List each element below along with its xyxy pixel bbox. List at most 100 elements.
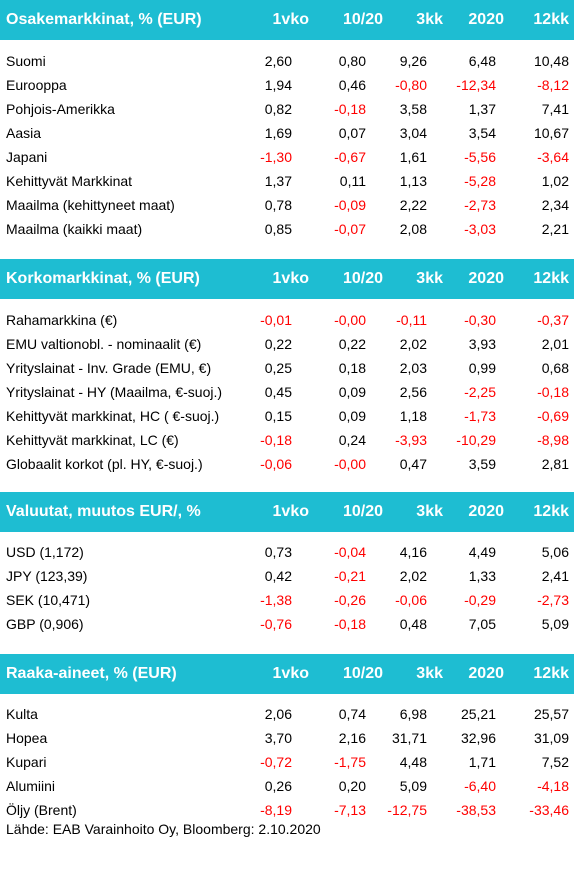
- value-cell: -0,04: [334, 544, 366, 560]
- table-row: Alumiini 0,26 0,20 5,09 -6,40 -4,18: [0, 774, 574, 798]
- value-cell: 4,16: [399, 544, 427, 560]
- value-cell: -1,30: [260, 149, 292, 165]
- value-cell: -38,53: [456, 802, 496, 818]
- value-cell: 4,48: [399, 754, 427, 770]
- value-cell: 0,99: [468, 360, 496, 376]
- value-cell: 2,21: [541, 221, 569, 237]
- value-cell: -12,75: [387, 802, 427, 818]
- col-header-1vko: 1vko: [272, 11, 309, 28]
- table-row: SEK (10,471) -1,38 -0,26 -0,06 -0,29 -2,73: [0, 588, 574, 612]
- col-header-1vko: 1vko: [272, 503, 309, 520]
- value-cell: 1,33: [468, 568, 496, 584]
- row-label: Suomi: [6, 53, 46, 69]
- value-cell: 7,52: [541, 754, 569, 770]
- table-row: GBP (0,906) -0,76 -0,18 0,48 7,05 5,09: [0, 612, 574, 636]
- value-cell: 2,60: [264, 53, 292, 69]
- value-cell: -0,06: [395, 592, 427, 608]
- value-cell: -0,72: [260, 754, 292, 770]
- value-cell: -0,80: [395, 77, 427, 93]
- table-row: EMU valtionobl. - nominaalit (€) 0,22 0,22…: [0, 332, 574, 356]
- value-cell: 2,16: [338, 730, 366, 746]
- value-cell: 0,09: [338, 384, 366, 400]
- row-label: Kehittyvät markkinat, LC (€): [6, 432, 179, 448]
- value-cell: -5,28: [464, 173, 496, 189]
- row-label: Öljy (Brent): [6, 802, 77, 818]
- row-label: Japani: [6, 149, 48, 165]
- col-header-10-20: 10/20: [342, 11, 383, 28]
- value-cell: 2,03: [399, 360, 427, 376]
- value-cell: -33,46: [529, 802, 569, 818]
- value-cell: 0,15: [264, 408, 292, 424]
- value-cell: 1,37: [264, 173, 292, 189]
- value-cell: -2,73: [537, 592, 569, 608]
- value-cell: 0,74: [338, 706, 366, 722]
- value-cell: 25,21: [460, 706, 496, 722]
- value-cell: 1,71: [468, 754, 496, 770]
- value-cell: -8,19: [260, 802, 292, 818]
- row-label: Eurooppa: [6, 77, 67, 93]
- value-cell: -2,25: [464, 384, 496, 400]
- row-label: Kupari: [6, 754, 47, 770]
- table-row: Yrityslainat - HY (Maailma, €-suoj.) 0,45…: [0, 380, 574, 404]
- value-cell: -3,03: [464, 221, 496, 237]
- row-label: Hopea: [6, 730, 48, 746]
- value-cell: 0,22: [264, 336, 292, 352]
- section-title: Raaka-aineet, % (EUR): [6, 665, 177, 682]
- value-cell: -0,18: [537, 384, 569, 400]
- value-cell: -0,07: [334, 221, 366, 237]
- row-label: GBP (0,906): [6, 616, 84, 632]
- value-cell: -8,98: [537, 432, 569, 448]
- row-label: SEK (10,471): [6, 592, 91, 608]
- row-label: USD (1,172): [6, 544, 84, 560]
- value-cell: 3,04: [399, 125, 427, 141]
- value-cell: 0,18: [338, 360, 366, 376]
- value-cell: 6,98: [399, 706, 427, 722]
- value-cell: 10,48: [533, 53, 569, 69]
- col-header-1vko: 1vko: [272, 665, 309, 682]
- value-cell: 10,67: [533, 125, 569, 141]
- col-header-12kk: 12kk: [533, 503, 569, 520]
- value-cell: -0,00: [334, 456, 366, 472]
- col-header-2020: 2020: [468, 503, 504, 520]
- value-cell: -1,38: [260, 592, 292, 608]
- value-cell: 1,18: [399, 408, 427, 424]
- value-cell: 3,54: [468, 125, 496, 141]
- row-label: Aasia: [6, 125, 42, 141]
- table-row: Kehittyvät markkinat, LC (€) -0,18 0,24 -3,…: [0, 428, 574, 452]
- section-header: Korkomarkkinat, % (EUR) 1vko 10/20 3kk 2…: [0, 259, 574, 299]
- value-cell: -0,26: [334, 592, 366, 608]
- row-label: Rahamarkkina (€): [6, 312, 118, 328]
- value-cell: 2,34: [541, 197, 569, 213]
- value-cell: -0,00: [334, 312, 366, 328]
- value-cell: -7,13: [334, 802, 366, 818]
- value-cell: -1,75: [334, 754, 366, 770]
- row-label: EMU valtionobl. - nominaalit (€): [6, 336, 202, 352]
- value-cell: 2,06: [264, 706, 292, 722]
- table-row: Pohjois-Amerikka 0,82 -0,18 3,58 1,37 7,41: [0, 97, 574, 121]
- value-cell: -0,06: [260, 456, 292, 472]
- row-label: Maailma (kehittyneet maat): [6, 197, 175, 213]
- value-cell: -10,29: [456, 432, 496, 448]
- row-label: Kulta: [6, 706, 38, 722]
- value-cell: -3,64: [537, 149, 569, 165]
- table-row: Aasia 1,69 0,07 3,04 3,54 10,67: [0, 121, 574, 145]
- value-cell: 5,09: [541, 616, 569, 632]
- table-row: Maailma (kaikki maat) 0,85 -0,07 2,08 -3,03 2…: [0, 217, 574, 241]
- value-cell: 0,47: [399, 456, 427, 472]
- value-cell: 1,37: [468, 101, 496, 117]
- value-cell: 3,70: [264, 730, 292, 746]
- row-label: Kehittyvät Markkinat: [6, 173, 133, 189]
- value-cell: 1,13: [399, 173, 427, 189]
- value-cell: 32,96: [460, 730, 496, 746]
- col-header-2020: 2020: [468, 11, 504, 28]
- table-row: Hopea 3,70 2,16 31,71 32,96 31,09: [0, 726, 574, 750]
- source-note: Lähde: EAB Varainhoito Oy, Bloomberg: 2.…: [6, 821, 321, 837]
- value-cell: -0,21: [334, 568, 366, 584]
- value-cell: 5,09: [399, 778, 427, 794]
- row-label: Kehittyvät markkinat, HC ( €-suoj.): [6, 408, 220, 424]
- value-cell: 9,26: [399, 53, 427, 69]
- value-cell: -0,30: [464, 312, 496, 328]
- col-header-2020: 2020: [468, 270, 504, 287]
- section-title: Valuutat, muutos EUR/, %: [6, 503, 201, 520]
- value-cell: 0,46: [338, 77, 366, 93]
